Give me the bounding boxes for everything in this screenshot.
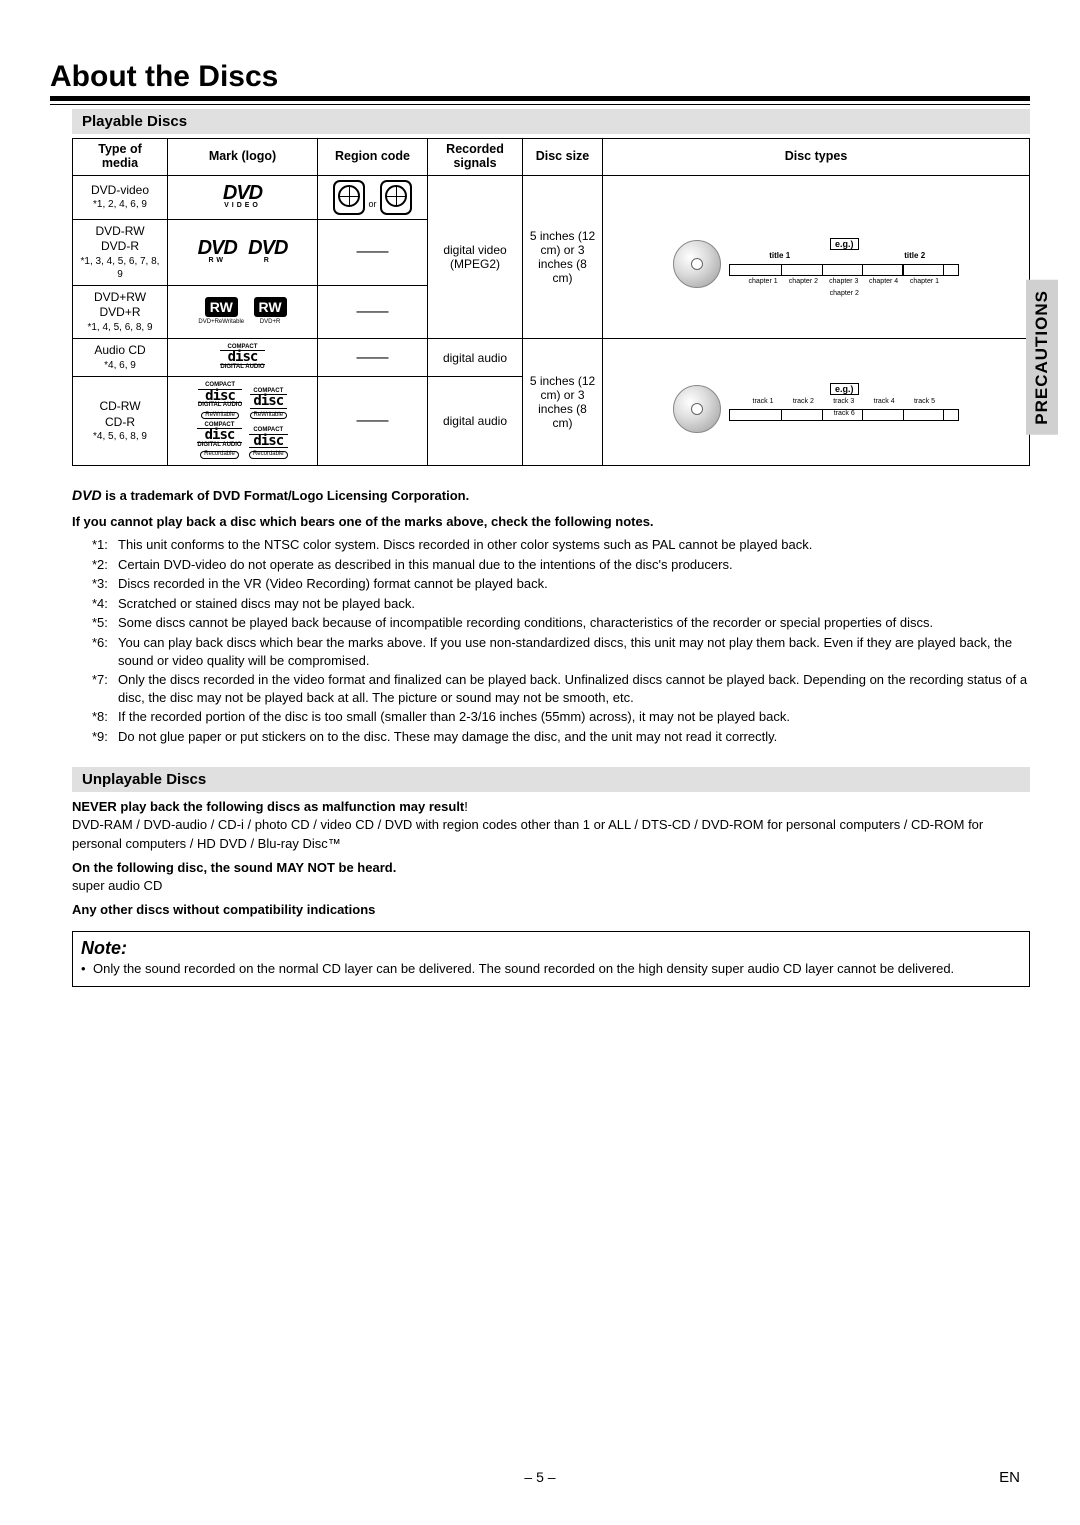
title1-label: title 1: [769, 251, 790, 260]
col-mark: Mark (logo): [168, 139, 318, 176]
cell-cdrw-signals: digital audio: [428, 377, 523, 466]
playable-discs-table: Type of media Mark (logo) Region code Re…: [72, 138, 1030, 466]
cell-size-dvd: 5 inches (12 cm) or 3 inches (8 cm): [523, 175, 603, 338]
eg-label-cd: e.g.): [830, 383, 859, 395]
page-number: – 5 –: [524, 1469, 555, 1485]
note-item: *8:If the recorded portion of the disc i…: [92, 708, 1030, 726]
cell-audiocd-media: Audio CD *4, 6, 9: [73, 338, 168, 376]
note-item: *3:Discs recorded in the VR (Video Recor…: [92, 575, 1030, 593]
cd-rw-logo-icon: COMPACT disc DIGITAL AUDIO ReWritable: [198, 383, 242, 419]
cell-audiocd-region: ——: [318, 338, 428, 376]
cell-signals-video: digital video (MPEG2): [428, 175, 523, 338]
note-item: *7:Only the discs recorded in the video …: [92, 671, 1030, 706]
cell-audiocd-logo: COMPACT disc DIGITAL AUDIO: [168, 338, 318, 376]
rw-r-logo-icon: RW DVD+R: [254, 297, 287, 325]
rw-rewritable-logo-icon: RW DVD+ReWritable: [198, 297, 244, 325]
note-item: *1:This unit conforms to the NTSC color …: [92, 536, 1030, 554]
col-signals: Recorded signals: [428, 139, 523, 176]
region-globe-icon: [333, 180, 365, 215]
note-box-head: Note:: [81, 938, 1021, 959]
page-title: About the Discs: [50, 60, 1030, 101]
cell-dvdrw-media: DVD-RW DVD-R *1, 3, 4, 5, 6, 7, 8, 9: [73, 219, 168, 285]
cell-cdrw-logo: COMPACT disc DIGITAL AUDIO ReWritable CO…: [168, 377, 318, 466]
cd-disc-icon: [673, 385, 721, 433]
dvd-r-logo-icon: DVD R: [248, 240, 287, 264]
notes-block: DVD is a trademark of DVD Format/Logo Li…: [72, 486, 1030, 745]
col-types: Disc types: [603, 139, 1030, 176]
trademark-line: DVD is a trademark of DVD Format/Logo Li…: [72, 486, 1030, 505]
cell-dvd-video-region: or: [318, 175, 428, 219]
note-item: *9:Do not glue paper or put stickers on …: [92, 728, 1030, 746]
section-unplayable-discs: Unplayable Discs: [72, 767, 1030, 792]
eg-label: e.g.): [830, 238, 859, 250]
cell-cd-diagram: e.g.) track 1 track 2 track 3 track 4 tr…: [603, 338, 1030, 465]
cell-audiocd-signals: digital audio: [428, 338, 523, 376]
title2-label: title 2: [904, 251, 925, 260]
cell-cdrw-media: CD-RW CD-R *4, 5, 6, 8, 9: [73, 377, 168, 466]
note-item: *6:You can play back discs which bear th…: [92, 634, 1030, 669]
unplayable-block: NEVER play back the following discs as m…: [72, 798, 1030, 919]
note-item: *5:Some discs cannot be played back beca…: [92, 614, 1030, 632]
section-playable-discs: Playable Discs: [72, 109, 1030, 134]
cell-dvd-video-media: DVD-video *1, 2, 4, 6, 9: [73, 175, 168, 219]
cell-cdrw-region: ——: [318, 377, 428, 466]
dvd-inline-logo-icon: DVD: [72, 487, 102, 503]
never-list: DVD-RAM / DVD-audio / CD-i / photo CD / …: [72, 816, 1030, 852]
cd-r-logo-icon-2: COMPACT disc Recordable: [249, 428, 288, 458]
dvd-video-name: DVD-video: [79, 183, 161, 199]
notes-list: *1:This unit conforms to the NTSC color …: [72, 536, 1030, 745]
dvd-video-ref: *1, 2, 4, 6, 9: [79, 198, 161, 211]
cell-dvdplus-region: ——: [318, 285, 428, 338]
col-media: Type of media: [73, 139, 168, 176]
cell-dvdrw-region: ——: [318, 219, 428, 285]
check-notes-line: If you cannot play back a disc which bea…: [72, 513, 1030, 531]
col-region: Region code: [318, 139, 428, 176]
page-footer: – 5 – EN: [0, 1469, 1080, 1485]
note-box: Note: • Only the sound recorded on the n…: [72, 931, 1030, 987]
region-or: or: [368, 199, 376, 209]
note-item: *4:Scratched or stained discs may not be…: [92, 595, 1030, 613]
bullet-dot-icon: •: [81, 961, 93, 976]
cell-dvd-video-logo: DVD VIDEO: [168, 175, 318, 219]
cell-size-cd: 5 inches (12 cm) or 3 inches (8 cm): [523, 338, 603, 465]
page-lang: EN: [999, 1469, 1020, 1486]
cell-dvd-diagram: e.g.) title 1 title 2 chapter 1 chapter …: [603, 175, 1030, 338]
side-tab-precautions: PRECAUTIONS: [1026, 280, 1058, 435]
sound-item: super audio CD: [72, 877, 1030, 895]
region-globe-all-icon: [380, 180, 412, 215]
never-line: NEVER play back the following discs as m…: [72, 798, 1030, 816]
cell-dvdplus-logo: RW DVD+ReWritable RW DVD+R: [168, 285, 318, 338]
cd-rw-logo-icon-2: COMPACT disc ReWritable: [250, 389, 288, 419]
cell-dvdrw-logo: DVD RW DVD R: [168, 219, 318, 285]
compact-disc-logo-icon: COMPACT disc DIGITAL AUDIO: [220, 345, 264, 370]
other-line: Any other discs without compatibility in…: [72, 901, 1030, 919]
cell-dvdplus-media: DVD+RW DVD+R *1, 4, 5, 6, 8, 9: [73, 285, 168, 338]
cd-r-logo-icon: COMPACT disc DIGITAL AUDIO Recordable: [197, 423, 241, 459]
dvd-video-logo-icon: DVD VIDEO: [223, 185, 262, 209]
col-size: Disc size: [523, 139, 603, 176]
sound-line: On the following disc, the sound MAY NOT…: [72, 859, 1030, 877]
note-box-bullet: • Only the sound recorded on the normal …: [81, 961, 1021, 976]
dvd-disc-icon: [673, 240, 721, 288]
dvd-rw-logo-icon: DVD RW: [198, 240, 237, 264]
note-item: *2:Certain DVD-video do not operate as d…: [92, 556, 1030, 574]
